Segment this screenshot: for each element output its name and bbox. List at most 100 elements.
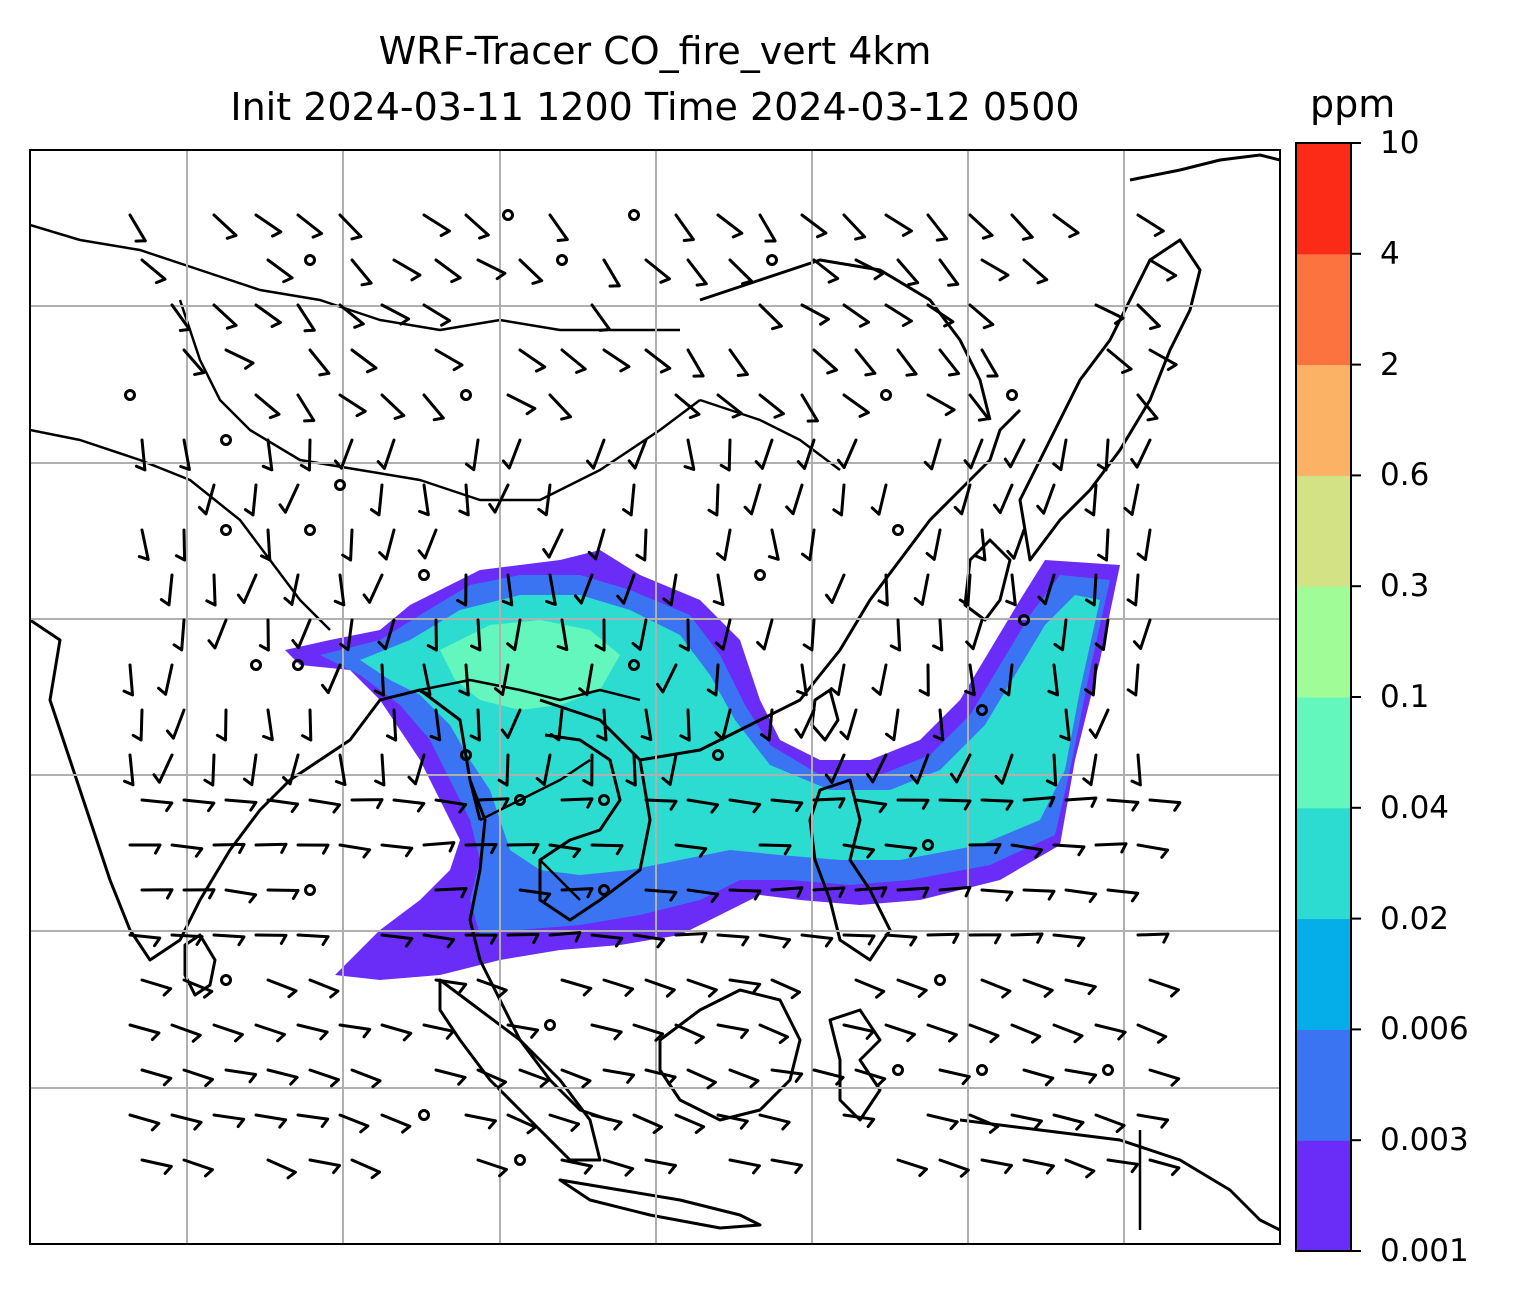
wind-barb xyxy=(170,843,204,858)
wind-barb xyxy=(953,483,972,516)
colorbar-segment xyxy=(1296,253,1351,366)
wind-barb xyxy=(464,843,498,855)
wind-barb xyxy=(926,303,955,328)
wind-barb xyxy=(573,573,594,605)
wind-barb xyxy=(254,393,281,420)
wind-barb xyxy=(380,303,411,326)
wind-barb xyxy=(938,798,972,811)
calm-wind-marker xyxy=(514,794,526,806)
wind-barb xyxy=(434,258,462,284)
wind-barb xyxy=(842,1023,875,1040)
wind-barb xyxy=(417,528,438,560)
wind-barb xyxy=(207,618,228,650)
wind-barb xyxy=(1005,573,1017,607)
wind-barb xyxy=(913,573,930,606)
wind-barb xyxy=(885,708,900,742)
wind-barb xyxy=(686,978,718,998)
calm-wind-marker xyxy=(292,659,304,671)
wind-barb xyxy=(635,528,648,562)
wind-barb xyxy=(728,348,749,377)
colorbar-tick-label: 0.1 xyxy=(1380,679,1430,715)
wind-barb xyxy=(674,932,708,944)
wind-barb xyxy=(714,708,732,741)
wind-barb xyxy=(1022,1158,1055,1175)
wind-barb xyxy=(254,303,282,328)
wind-barb xyxy=(926,1023,958,1043)
wind-barb xyxy=(172,618,186,652)
wind-barb xyxy=(999,663,1014,697)
wind-barb xyxy=(378,528,396,561)
wind-barb xyxy=(824,753,846,784)
wind-barb xyxy=(896,258,920,287)
wind-barb xyxy=(392,258,422,282)
wind-barb xyxy=(728,258,753,286)
wind-barb xyxy=(380,933,414,948)
wind-barb xyxy=(758,1113,791,1131)
wind-barb xyxy=(728,888,762,901)
border-1 xyxy=(30,223,680,332)
wind-barb xyxy=(1006,528,1026,560)
wind-barb xyxy=(949,753,972,784)
wind-barb xyxy=(140,888,174,900)
calm-wind-marker xyxy=(544,1019,556,1031)
colorbar-tick-label: 0.02 xyxy=(1380,900,1450,937)
wind-barb xyxy=(296,213,324,239)
calm-wind-marker xyxy=(628,659,640,671)
calm-wind-marker xyxy=(250,659,262,671)
wind-barb xyxy=(622,483,636,517)
wind-barb xyxy=(825,573,846,604)
wind-barb xyxy=(338,1113,370,1134)
wind-barb xyxy=(686,348,705,378)
wind-barb xyxy=(422,303,452,327)
wind-barb xyxy=(308,1068,340,1088)
wind-barb xyxy=(854,798,888,814)
gridlines xyxy=(30,150,1280,1244)
wind-barb xyxy=(938,885,972,898)
wind-barb xyxy=(1052,438,1068,472)
wind-barb xyxy=(506,618,522,652)
wind-barb xyxy=(1010,213,1034,241)
wind-barb xyxy=(1148,978,1180,998)
colorbar-segment xyxy=(1296,143,1351,255)
wind-barb xyxy=(212,842,246,855)
wind-barb xyxy=(1130,753,1142,787)
wind-barb xyxy=(1084,573,1098,607)
wind-barb xyxy=(918,663,930,697)
calm-wind-marker xyxy=(628,209,640,221)
wind-barb xyxy=(422,213,451,237)
wind-barb xyxy=(674,213,695,242)
border-9 xyxy=(699,398,841,471)
wind-barb xyxy=(871,663,888,696)
wind-barb xyxy=(674,1113,706,1134)
wind-barb xyxy=(131,708,144,742)
wind-barb xyxy=(1064,1068,1098,1084)
wind-barb xyxy=(964,663,976,697)
wind-barb xyxy=(587,528,606,561)
wind-barb xyxy=(716,213,744,239)
wind-barb xyxy=(678,618,690,652)
colorbar-tick-label: 0.001 xyxy=(1380,1233,1469,1269)
wind-barb xyxy=(758,843,792,856)
wind-barb xyxy=(434,798,468,814)
wind-barb xyxy=(308,348,331,377)
wind-barb xyxy=(938,258,960,287)
wind-barb xyxy=(968,303,995,330)
wind-barb xyxy=(1123,483,1140,516)
wind-barb xyxy=(1148,1068,1181,1087)
border-5 xyxy=(419,678,641,702)
wind-barb xyxy=(506,1113,537,1135)
wind-barb xyxy=(1052,213,1080,239)
calm-wind-marker xyxy=(766,254,778,266)
wind-barb xyxy=(728,978,762,994)
wind-barb xyxy=(1106,348,1133,374)
wind-barb xyxy=(1094,1023,1127,1041)
wind-barb xyxy=(866,753,888,784)
wind-barb xyxy=(1096,438,1110,472)
map-area xyxy=(30,150,1280,1244)
wind-barb xyxy=(134,438,147,472)
wind-barb xyxy=(422,393,445,422)
wind-barb xyxy=(1064,1158,1096,1179)
wind-barb xyxy=(590,1113,623,1131)
wind-barb xyxy=(884,933,918,947)
wind-barb xyxy=(518,888,552,903)
